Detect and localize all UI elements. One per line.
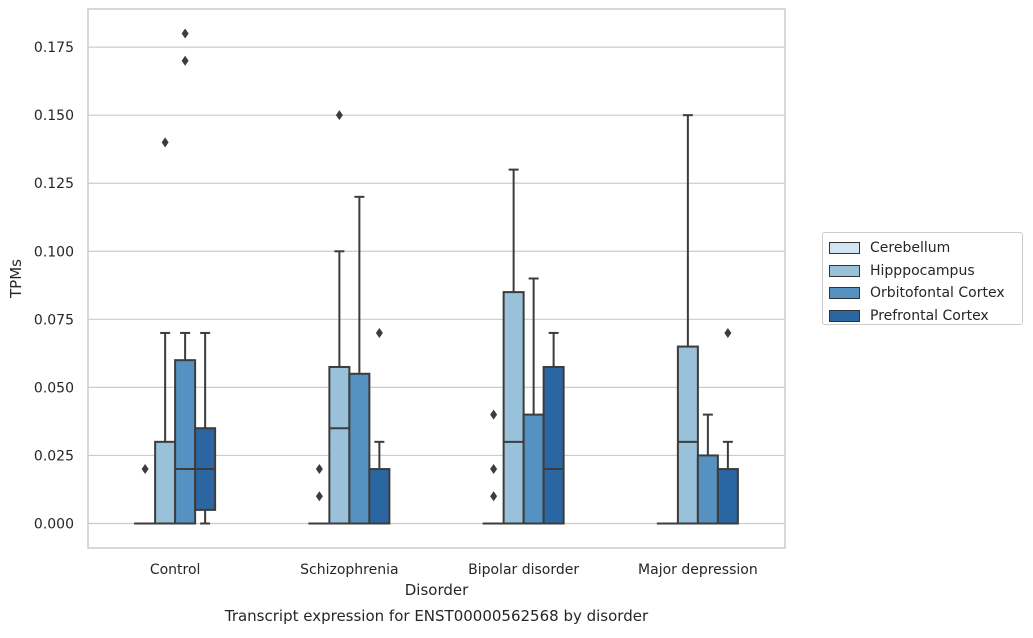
outlier-point <box>142 464 149 474</box>
y-tick-label: 0.050 <box>34 380 74 396</box>
box-body <box>175 360 195 523</box>
y-tick-label: 0.025 <box>34 448 74 464</box>
legend-item-cerebellum: Cerebellum <box>823 237 1022 260</box>
y-tick-label: 0.150 <box>34 108 74 124</box>
box-0-1 <box>309 464 329 523</box>
outlier-point <box>490 491 497 501</box>
legend-label-hippocampus: Hipppocampus <box>870 263 975 279</box>
box-body <box>678 347 698 524</box>
chart-caption: Transcript expression for ENST0000056256… <box>0 607 873 625</box>
box-body <box>155 442 175 524</box>
legend-swatch-orbitofrontal <box>829 287 860 299</box>
box-2-1 <box>349 197 369 524</box>
box-body <box>524 415 544 524</box>
y-tick-label: 0.125 <box>34 176 74 192</box>
x-tick-label: Schizophrenia <box>300 562 398 578</box>
legend-swatch-cerebellum <box>829 242 860 254</box>
legend-item-orbitofrontal: Orbitofontal Cortex <box>823 282 1022 305</box>
outlier-point <box>182 29 189 39</box>
legend-label-cerebellum: Cerebellum <box>870 240 950 256</box>
box-body <box>349 374 369 524</box>
outlier-point <box>724 328 731 338</box>
legend: Cerebellum Hipppocampus Orbitofontal Cor… <box>822 232 1023 325</box>
outlier-point <box>490 464 497 474</box>
box-body <box>718 469 738 523</box>
box-1-0 <box>155 137 175 523</box>
box-0-2 <box>484 410 504 524</box>
box-3-0 <box>195 333 215 524</box>
x-axis-label: Disorder <box>405 581 469 599</box>
box-body <box>369 469 389 523</box>
box-1-2 <box>504 170 524 524</box>
box-1-1 <box>329 110 349 523</box>
x-tick-label: Major depression <box>638 562 758 578</box>
outlier-point <box>182 56 189 66</box>
outlier-point <box>316 491 323 501</box>
outlier-point <box>162 137 169 147</box>
legend-label-orbitofrontal: Orbitofontal Cortex <box>870 285 1005 301</box>
box-3-2 <box>544 333 564 524</box>
y-tick-label: 0.175 <box>34 40 74 56</box>
y-tick-label: 0.000 <box>34 517 74 533</box>
x-tick-label: Control <box>150 562 201 578</box>
outlier-point <box>316 464 323 474</box>
box-body <box>329 367 349 524</box>
box-body <box>698 455 718 523</box>
box-3-1 <box>369 328 389 524</box>
box-0-0 <box>135 464 155 523</box>
box-2-3 <box>698 415 718 524</box>
box-body <box>544 367 564 524</box>
x-tick-label: Bipolar disorder <box>468 562 579 578</box>
legend-item-hippocampus: Hipppocampus <box>823 260 1022 283</box>
box-2-0 <box>175 29 195 524</box>
outlier-point <box>376 328 383 338</box>
y-tick-label: 0.100 <box>34 244 74 260</box>
outlier-point <box>490 410 497 420</box>
box-3-3 <box>718 328 738 524</box>
legend-item-prefrontal: Prefrontal Cortex <box>823 305 1022 328</box>
legend-swatch-hippocampus <box>829 265 860 277</box>
legend-swatch-prefrontal <box>829 310 860 322</box>
box-2-2 <box>524 279 544 524</box>
legend-label-prefrontal: Prefrontal Cortex <box>870 308 989 324</box>
outlier-point <box>336 110 343 120</box>
box-body <box>504 292 524 523</box>
y-axis-label: TPMs <box>7 259 25 299</box>
y-tick-label: 0.075 <box>34 312 74 328</box>
